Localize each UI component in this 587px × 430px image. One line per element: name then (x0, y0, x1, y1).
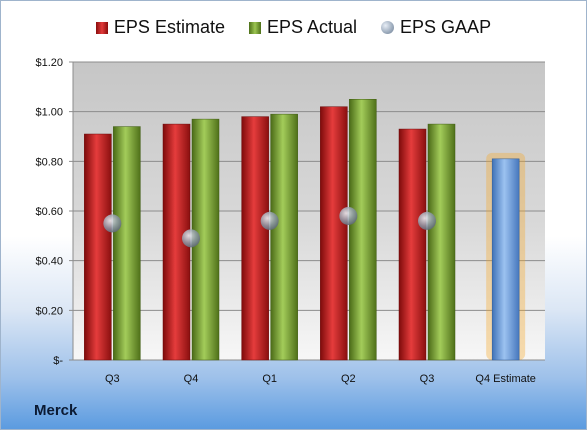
bar-eps-estimate (84, 133, 112, 361)
y-tick-label: $- (53, 355, 63, 367)
chart-legend: EPS Estimate EPS Actual EPS GAAP (1, 17, 586, 38)
legend-label-actual: EPS Actual (266, 17, 358, 37)
bar-eps-estimate-future (491, 158, 520, 361)
legend-swatch-actual (248, 21, 261, 34)
x-tick-label: Q4 (184, 373, 199, 385)
legend-label-estimate: EPS Estimate (113, 17, 225, 37)
y-tick-label: $0.80 (35, 156, 63, 168)
marker-eps-gaap (418, 211, 436, 230)
x-tick-label: Q3 (420, 373, 435, 385)
y-tick-label: $0.20 (35, 305, 63, 317)
bar-eps-estimate (241, 116, 269, 361)
bar-eps-actual (113, 126, 141, 361)
legend-swatch-gaap (381, 21, 395, 34)
bar-eps-actual (270, 113, 298, 361)
legend-swatch-estimate (95, 21, 108, 34)
y-tick-label: $0.40 (35, 256, 63, 268)
legend-item-gaap: EPS GAAP (381, 17, 491, 38)
x-tick-label: Q4 Estimate (475, 373, 536, 385)
x-tick-label: Q2 (341, 373, 356, 385)
bar-eps-actual (427, 123, 456, 361)
marker-eps-gaap (260, 211, 279, 230)
company-name: Merck (34, 402, 78, 419)
legend-item-actual: EPS Actual (248, 17, 358, 38)
y-tick-label: $1.20 (35, 57, 63, 69)
legend-item-estimate: EPS Estimate (95, 17, 225, 38)
marker-eps-gaap (103, 214, 122, 233)
legend-label-gaap: EPS GAAP (400, 17, 492, 37)
bar-eps-actual (349, 99, 377, 361)
marker-eps-gaap (182, 229, 200, 248)
x-tick-label: Q1 (262, 373, 277, 385)
bar-eps-estimate (398, 128, 427, 361)
y-tick-label: $1.00 (35, 107, 63, 119)
bar-eps-estimate (320, 106, 348, 361)
marker-eps-gaap (339, 206, 358, 225)
y-tick-label: $0.60 (35, 206, 63, 218)
x-tick-label: Q3 (105, 373, 120, 385)
